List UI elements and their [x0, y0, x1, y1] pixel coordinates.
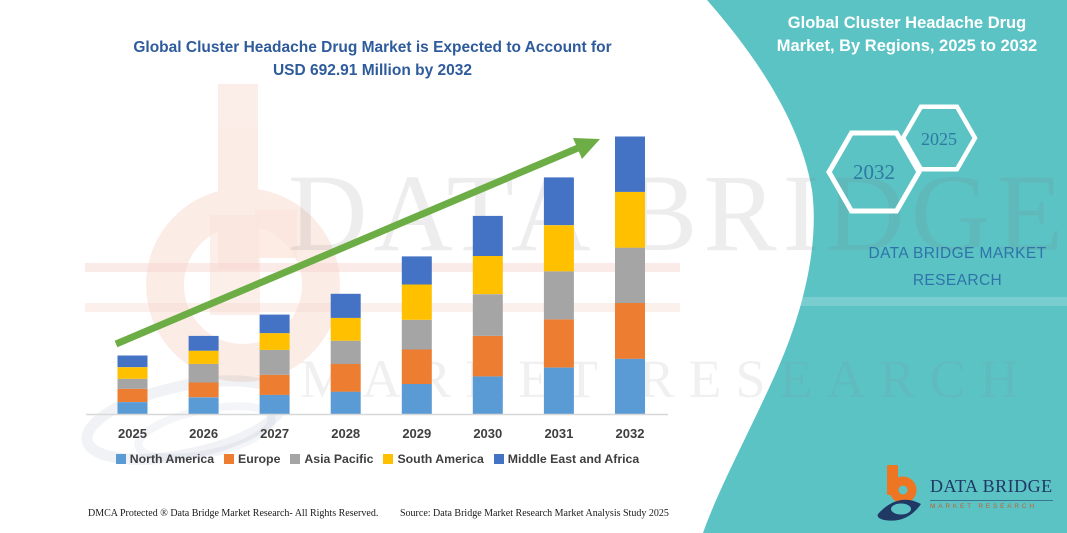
bar-segment: [543, 177, 574, 226]
footer-copyright: DMCA Protected ® Data Bridge Market Rese…: [88, 508, 379, 519]
legend-swatch: [224, 454, 235, 464]
legend-swatch: [493, 454, 504, 464]
bar-segment: [401, 319, 432, 350]
bar-segment: [188, 382, 219, 398]
x-axis-labels: 2025 2026 2027 2028 2029 2030 2031 2032: [118, 426, 644, 441]
bar-segment: [543, 319, 574, 368]
bar-segment: [401, 256, 432, 285]
logo-subtitle: MARKET RESEARCH: [930, 500, 1053, 510]
bar-segment: [330, 391, 361, 415]
bar-segment: [330, 364, 361, 392]
hexagon-2032-label: 2032: [853, 160, 895, 184]
chart-title-line1: Global Cluster Headache Drug Market is E…: [133, 39, 612, 56]
legend-item: South America: [383, 452, 484, 466]
bar-segment: [615, 247, 645, 303]
bar-segment: [401, 284, 432, 320]
databridge-logo-text: DATA BRIDGE MARKET RESEARCH: [930, 476, 1053, 510]
x-axis-tick-label: 2029: [402, 426, 431, 441]
legend-swatch: [115, 454, 126, 464]
teal-side-panel-shape: [703, 0, 1067, 533]
legend-swatch: [290, 454, 301, 464]
bar-segment: [117, 355, 148, 368]
bar-segment: [188, 350, 219, 364]
x-axis-tick-label: 2027: [260, 426, 289, 441]
chart-legend: North America Europe Asia Pacific South Ame…: [85, 452, 670, 466]
bar-segment: [117, 402, 148, 415]
x-axis-tick-label: 2031: [544, 426, 573, 441]
bar-segment: [472, 256, 503, 295]
bar-segment: [615, 358, 645, 415]
bar-segment: [259, 394, 290, 415]
bar-segment: [117, 367, 148, 379]
legend-item: Europe: [224, 452, 280, 466]
bar-segment: [615, 136, 645, 192]
legend-item: North America: [115, 452, 215, 466]
x-axis-tick-label: 2025: [118, 426, 147, 441]
bar-segment: [472, 294, 503, 336]
bar-segment: [330, 293, 361, 318]
legend-swatch: [383, 454, 394, 464]
legend-label: Middle East and Africa: [507, 452, 640, 466]
bar-segment: [259, 349, 290, 375]
bar-segment: [188, 364, 219, 383]
x-axis-tick-label: 2032: [616, 426, 645, 441]
bar-segment: [543, 367, 574, 415]
bar-segment: [543, 225, 574, 272]
hexagon-decorations: [826, 104, 978, 214]
x-axis-tick-label: 2030: [473, 426, 502, 441]
bar-series-group: [117, 136, 645, 415]
databridge-logo-icon: [877, 465, 921, 521]
legend-label: North America: [129, 452, 215, 466]
bar-segment: [117, 378, 148, 389]
hexagon-2032: [826, 130, 922, 214]
bar-segment: [472, 335, 503, 377]
bar-segment: [117, 388, 148, 402]
bar-segment: [615, 191, 645, 248]
bar-segment: [259, 374, 290, 395]
hexagon-2025-label: 2025: [921, 129, 957, 149]
bar-segment: [401, 349, 432, 384]
bar-segment: [401, 384, 432, 415]
watermark-band: [700, 297, 1067, 306]
watermark-band: [85, 303, 680, 312]
side-panel-title: Global Cluster Headache Drug Market, By …: [776, 14, 1038, 56]
bar-segment: [472, 376, 503, 415]
legend-label: South America: [397, 452, 484, 466]
trend-arrow: [114, 138, 600, 348]
bar-segment: [188, 335, 219, 351]
bar-segment: [472, 215, 503, 256]
logo-name: DATA BRIDGE: [930, 476, 1053, 496]
legend-label: Asia Pacific: [304, 452, 374, 466]
legend-item: Middle East and Africa: [493, 452, 640, 466]
bar-segment: [543, 271, 574, 320]
bar-segment: [330, 340, 361, 364]
legend-item: Asia Pacific: [290, 452, 373, 466]
x-axis-tick-label: 2028: [331, 426, 360, 441]
bar-segment: [188, 397, 219, 415]
hexagon-2025: [900, 104, 978, 172]
bar-segment: [330, 317, 361, 341]
watermark-band: [85, 263, 680, 272]
chart-title: Global Cluster Headache Drug Market is E…: [85, 36, 660, 83]
bar-segment: [259, 314, 290, 334]
footer-source: Source: Data Bridge Market Research Mark…: [400, 508, 669, 519]
chart-title-line2: USD 692.91 Million by 2032: [272, 62, 472, 80]
legend-label: Europe: [238, 452, 281, 466]
x-axis-tick-label: 2026: [189, 426, 218, 441]
side-panel-brand-text: DATA BRIDGE MARKET RESEARCH: [868, 245, 1047, 290]
bar-segment: [615, 303, 645, 359]
databridge-logo: DATA BRIDGE MARKET RESEARCH: [876, 464, 1053, 522]
bar-segment: [259, 333, 290, 350]
